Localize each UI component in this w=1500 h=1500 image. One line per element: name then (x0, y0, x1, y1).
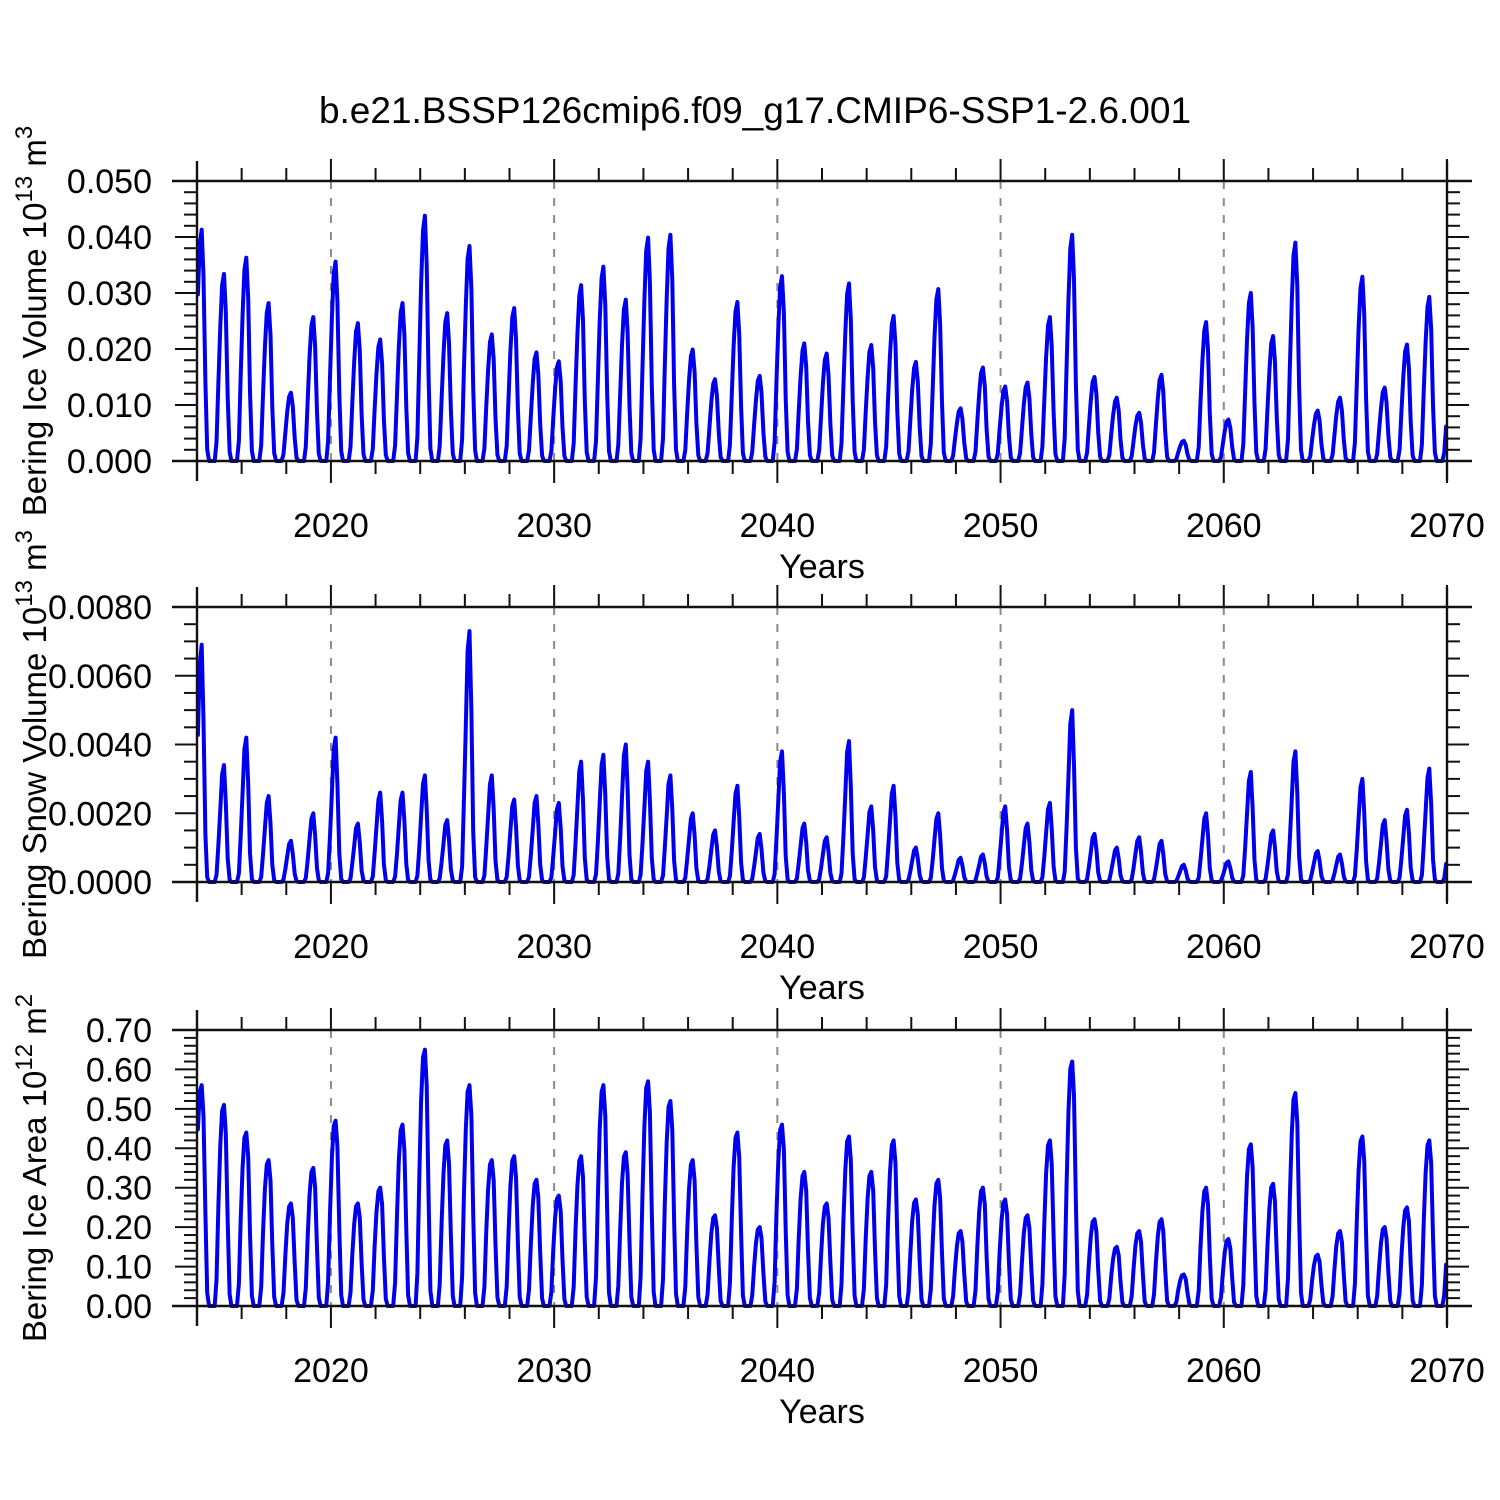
y-title-exponent: 13 (11, 580, 38, 607)
x-tick-label: 2060 (1186, 928, 1262, 966)
y-title-main: Bering Snow Volume 10 (16, 607, 53, 959)
y-title-exponent: 13 (11, 176, 38, 203)
series-ice-area (195, 1047, 1449, 1308)
y-title-unit-exponent: 3 (11, 126, 38, 139)
x-tick-label: 2040 (740, 1352, 816, 1390)
panel-snow-volume: 0.0000 0.0020 0.0040 0.0060 0.0080 2020 2030 20… (11, 530, 1485, 1007)
x-tick-label: 2050 (963, 507, 1039, 545)
y-tick-label: 0.0060 (48, 658, 152, 696)
x-axis-title: Years (779, 548, 865, 586)
x-tick-label: 2040 (740, 928, 816, 966)
x-tick-label: 2050 (963, 1352, 1039, 1390)
x-tick-label: 2020 (293, 928, 369, 966)
y-tick-label: 0.020 (67, 331, 152, 369)
y-title-exponent: 12 (11, 1044, 38, 1071)
y-tick-label: 0.20 (86, 1209, 152, 1247)
y-tick-label: 0.40 (86, 1130, 152, 1168)
x-tick-label: 2030 (516, 507, 592, 545)
series-ice-volume (195, 213, 1449, 463)
y-tick-label: 0.010 (67, 387, 152, 425)
y-tick-label: 0.30 (86, 1170, 152, 1208)
x-axis-title: Years (779, 1393, 865, 1431)
y-title-unit: m (16, 139, 53, 176)
y-tick-label: 0.0000 (48, 864, 152, 902)
y-tick-label: 0.030 (67, 275, 152, 313)
x-tick-label: 2030 (516, 928, 592, 966)
x-tick-label: 2060 (1186, 1352, 1262, 1390)
panel-ice-area: 0.000.100.200.300.400.500.600.70 2020 2030… (11, 994, 1485, 1431)
y-tick-label: 0.0020 (48, 795, 152, 833)
x-tick-label: 2020 (293, 507, 369, 545)
y-title-unit-exponent: 2 (11, 994, 38, 1007)
x-tick-label: 2020 (293, 1352, 369, 1390)
y-title-main: Bering Ice Area 10 (16, 1071, 53, 1343)
x-tick-label: 2040 (740, 507, 816, 545)
y-title-main: Bering Ice Volume 10 (16, 203, 53, 517)
y-title-unit: m (16, 543, 53, 580)
x-tick-label: 2030 (516, 1352, 592, 1390)
y-tick-label: 0.70 (86, 1012, 152, 1050)
y-tick-label: 0.0040 (48, 727, 152, 765)
y-axis-title: Bering Ice Area 1012 m2 (11, 994, 53, 1342)
x-tick-label: 2070 (1409, 928, 1485, 966)
y-tick-label: 0.10 (86, 1249, 152, 1287)
y-axis-title: Bering Ice Volume 1013 m3 (11, 126, 53, 516)
figure-title: b.e21.BSSP126cmip6.f09_g17.CMIP6-SSP1-2.… (319, 90, 1191, 131)
y-tick-label: 0.040 (67, 219, 152, 257)
y-tick-label: 0.00 (86, 1288, 152, 1326)
panel-ice-volume: 0.000 0.010 0.020 0.030 0.040 0.050 2020 2030 20… (11, 126, 1485, 586)
y-tick-label: 0.000 (67, 443, 152, 481)
x-tick-label: 2060 (1186, 507, 1262, 545)
x-tick-label: 2070 (1409, 1352, 1485, 1390)
y-title-unit: m (16, 1007, 53, 1044)
x-tick-label: 2050 (963, 928, 1039, 966)
y-title-unit-exponent: 3 (11, 530, 38, 543)
x-axis-title: Years (779, 969, 865, 1007)
y-tick-label: 0.0080 (48, 589, 152, 627)
x-tick-label: 2070 (1409, 507, 1485, 545)
y-tick-label: 0.50 (86, 1091, 152, 1129)
y-tick-label: 0.050 (67, 163, 152, 201)
series-snow-volume (195, 629, 1449, 884)
y-tick-label: 0.60 (86, 1051, 152, 1089)
y-axis-title: Bering Snow Volume 1013 m3 (11, 530, 53, 959)
